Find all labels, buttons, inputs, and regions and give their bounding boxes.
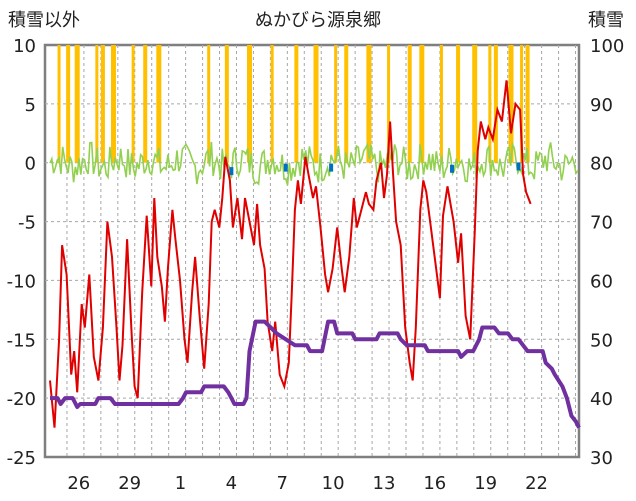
yellow-spike (493, 45, 498, 163)
x-tick-label: 10 (322, 473, 345, 494)
series-red (49, 80, 532, 428)
yellow-spike (57, 45, 61, 163)
yellow-spike (419, 45, 425, 163)
blue-marker (516, 162, 521, 171)
yellow-spike (66, 45, 71, 163)
yellow-spike (207, 45, 211, 163)
purple-line (50, 319, 581, 429)
yellow-spike (439, 45, 443, 163)
blue-marker (329, 163, 334, 172)
x-tick-label: 16 (423, 473, 446, 494)
right-tick-label: 70 (590, 213, 613, 234)
left-tick-label: 0 (25, 154, 36, 175)
right-axis-title: 積雪 (588, 10, 624, 31)
left-tick-label: -15 (7, 330, 36, 351)
right-tick-label: 30 (590, 448, 613, 469)
chart-title: ぬかびら源泉郷 (255, 10, 381, 31)
left-axis-ticks: 10 5 0 -5 -10 -15 -20 -25 (7, 36, 36, 469)
yellow-spike (313, 45, 319, 163)
yellow-spike (156, 45, 162, 163)
right-tick-label: 90 (590, 95, 613, 116)
yellow-spike (110, 45, 116, 163)
yellow-spike (294, 45, 299, 163)
yellow-spike (520, 45, 524, 163)
blue-marker (229, 167, 234, 176)
x-tick-label: 1 (175, 473, 186, 494)
blue-marker (283, 163, 288, 172)
left-tick-label: 5 (25, 95, 36, 116)
yellow-spike (407, 45, 412, 163)
right-tick-label: 40 (590, 389, 613, 410)
yellow-spike (366, 45, 372, 163)
series-yellow-spikes (57, 45, 530, 163)
x-tick-label: 22 (525, 473, 548, 494)
x-tick-label: 7 (277, 473, 288, 494)
left-tick-label: -25 (7, 448, 36, 469)
yellow-spike (508, 45, 514, 163)
blue-marker (450, 164, 455, 173)
yellow-spike (387, 45, 391, 163)
right-tick-label: 80 (590, 154, 613, 175)
yellow-spike (334, 45, 338, 163)
left-tick-label: -10 (7, 271, 36, 292)
yellow-spike (456, 45, 461, 163)
series-purple (50, 319, 581, 429)
left-tick-label: -20 (7, 389, 36, 410)
yellow-spike (100, 45, 105, 163)
x-axis-ticks: 26 29 1 4 7 10 13 16 19 22 (67, 473, 548, 494)
right-tick-label: 60 (590, 271, 613, 292)
yellow-spike (270, 45, 274, 163)
left-tick-label: 10 (13, 36, 36, 57)
x-tick-label: 19 (474, 473, 497, 494)
green-line (49, 141, 579, 186)
yellow-spike (525, 45, 530, 163)
right-axis-ticks: 100 90 80 70 60 50 40 30 (590, 36, 624, 469)
right-tick-label: 100 (590, 36, 624, 57)
series-blue-markers (229, 162, 521, 176)
series-green (49, 141, 579, 186)
plot-area (43, 43, 581, 459)
yellow-spike (472, 45, 478, 163)
left-tick-label: -5 (18, 213, 36, 234)
x-tick-label: 13 (373, 473, 396, 494)
yellow-spike (143, 45, 148, 163)
yellow-spike (247, 45, 253, 163)
yellow-spike (488, 45, 492, 163)
yellow-spike (74, 45, 80, 163)
left-axis-title: 積雪以外 (8, 10, 80, 31)
yellow-spike (131, 45, 135, 163)
yellow-spike (224, 45, 229, 163)
yellow-spike (95, 45, 99, 163)
x-tick-label: 4 (226, 473, 237, 494)
x-tick-label: 26 (67, 473, 90, 494)
right-tick-label: 50 (590, 330, 613, 351)
red-line (49, 80, 532, 428)
x-tick-label: 29 (118, 473, 141, 494)
yellow-spike (344, 45, 349, 163)
